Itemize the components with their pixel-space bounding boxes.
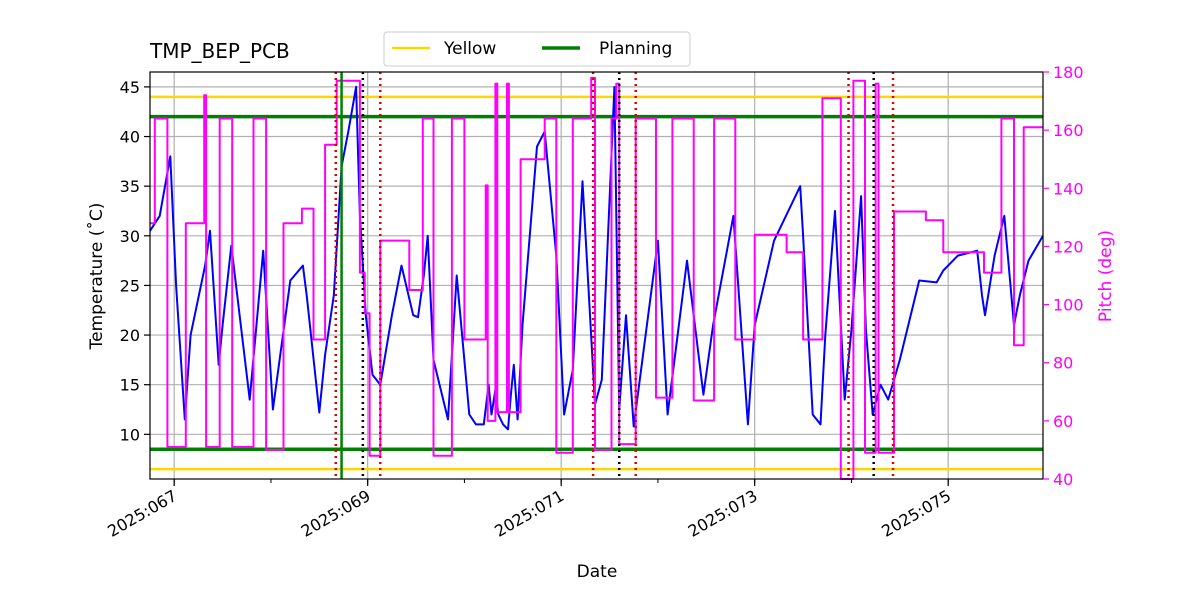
y-left-tick-label: 45	[120, 78, 140, 97]
y-right-tick-label: 100	[1053, 296, 1084, 315]
y-left-tick-label: 25	[120, 276, 140, 295]
legend-label-yellow: Yellow	[443, 39, 496, 59]
y-axis-left-title: Temperature (˚C)	[86, 203, 107, 351]
y-left-tick-label: 30	[120, 227, 140, 246]
y-left-tick-label: 35	[120, 177, 140, 196]
y-right-tick-label: 180	[1053, 63, 1084, 82]
x-axis-title: Date	[577, 562, 618, 582]
y-axis-right: 40 60 80 100 120 140 160 180	[1043, 63, 1084, 489]
legend-label-planning: Planning	[599, 39, 672, 59]
y-right-tick-label: 60	[1053, 412, 1073, 431]
y-right-tick-label: 40	[1053, 470, 1073, 489]
vertical-markers	[334, 72, 895, 479]
chart-title: TMP_BEP_PCB	[149, 39, 290, 63]
y-left-tick-label: 15	[120, 376, 140, 395]
y-right-tick-label: 160	[1053, 121, 1084, 140]
y-axis-right-title: Pitch (deg)	[1096, 230, 1116, 322]
y-right-tick-label: 80	[1053, 354, 1073, 373]
series-line-pitch	[150, 78, 1043, 479]
y-left-tick-label: 40	[120, 128, 140, 147]
y-axis-left: 10 15 20 25 30 35 40 45	[120, 78, 150, 444]
legend-frame	[383, 31, 691, 67]
y-right-tick-label: 140	[1053, 179, 1084, 198]
y-left-tick-label: 10	[120, 425, 140, 444]
plot-frame	[149, 71, 1044, 480]
y-right-tick-label: 120	[1053, 237, 1084, 256]
legend: Yellow Planning	[383, 31, 691, 67]
y-left-tick-label: 20	[120, 326, 140, 345]
